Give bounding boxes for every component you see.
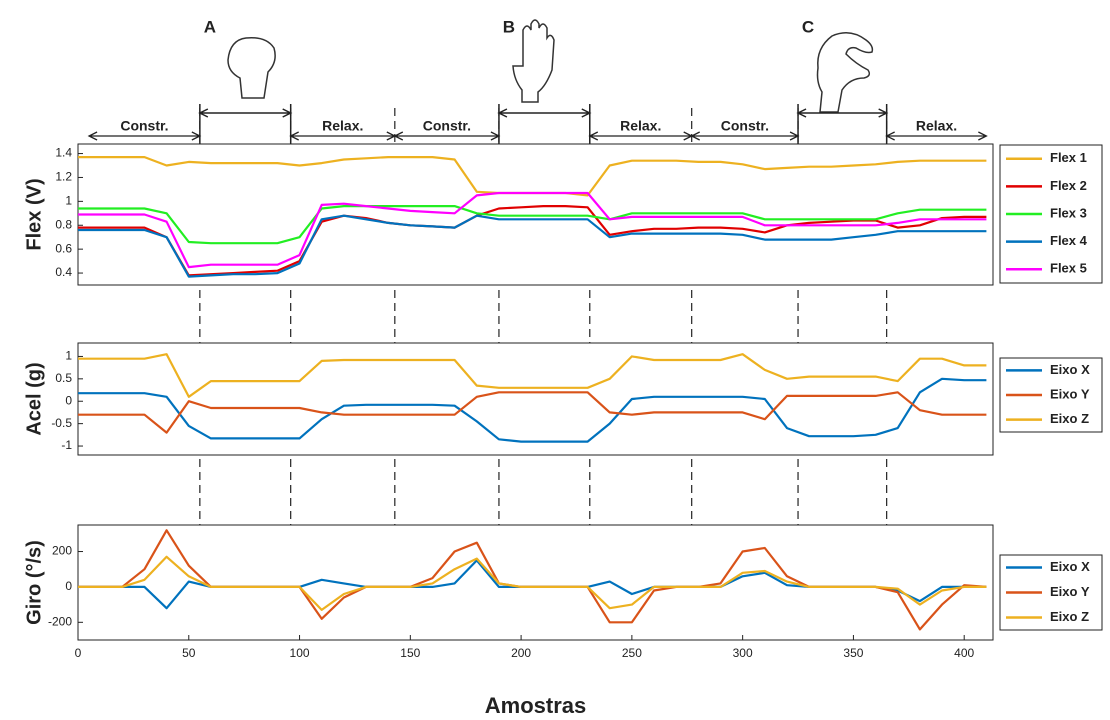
hand-icon	[228, 20, 872, 112]
legend-label: Eixo Y	[1050, 584, 1090, 599]
legend-label: Flex 5	[1050, 261, 1087, 276]
x-tick-label: 50	[182, 646, 196, 660]
gesture-arrow	[499, 104, 590, 146]
figure: Constr. Relax. Constr. Relax. Constr. Relax. A…	[0, 0, 1110, 720]
y-tick-label: 1	[65, 349, 72, 363]
y-tick-label: -1	[61, 438, 72, 452]
legend-label: Flex 2	[1050, 178, 1087, 193]
phase-label: Constr.	[120, 118, 168, 134]
y-tick-label: 200	[52, 544, 72, 558]
x-tick-label: 250	[622, 646, 642, 660]
legend-label: Eixo X	[1050, 362, 1090, 377]
y-tick-label: 1.4	[55, 146, 72, 160]
x-tick-label: 0	[75, 646, 82, 660]
y-tick-label: 0.5	[55, 371, 72, 385]
x-tick-label: 200	[511, 646, 531, 660]
y-tick-label: 1.2	[55, 170, 72, 184]
gesture-arrow	[200, 104, 291, 146]
y-tick-label: 1	[65, 194, 72, 208]
legend-label: Eixo Z	[1050, 609, 1089, 624]
y-tick-label: -200	[48, 614, 72, 628]
x-axis-label: Amostras	[485, 693, 586, 718]
phase-label: Relax.	[916, 118, 957, 134]
legend-label: Eixo Z	[1050, 411, 1089, 426]
phase-label: Constr.	[721, 118, 769, 134]
y-axis-label: Acel (g)	[23, 362, 45, 435]
y-tick-label: -0.5	[51, 416, 72, 430]
y-tick-label: 0	[65, 579, 72, 593]
phase-label: Relax.	[620, 118, 661, 134]
gesture-label: B	[503, 17, 515, 36]
x-tick-label: 100	[290, 646, 310, 660]
gesture-label: A	[204, 17, 216, 36]
y-axis-label: Giro (°/s)	[23, 540, 45, 625]
legend-label: Eixo X	[1050, 559, 1090, 574]
legend-label: Flex 1	[1050, 150, 1087, 165]
plot-frame	[78, 525, 993, 640]
y-tick-label: 0.6	[55, 241, 72, 255]
y-tick-label: 0	[65, 393, 72, 407]
gesture-label: C	[802, 17, 814, 36]
legend-label: Flex 4	[1050, 233, 1088, 248]
y-axis-label: Flex (V)	[23, 178, 45, 250]
x-tick-label: 400	[954, 646, 974, 660]
gesture-arrow	[798, 104, 887, 146]
phase-label: Relax.	[322, 118, 363, 134]
x-tick-label: 300	[733, 646, 753, 660]
legend-label: Eixo Y	[1050, 386, 1090, 401]
y-tick-label: 0.4	[55, 265, 72, 279]
phase-label: Constr.	[423, 118, 471, 134]
x-tick-label: 150	[400, 646, 420, 660]
legend-label: Flex 3	[1050, 205, 1087, 220]
x-tick-label: 350	[843, 646, 863, 660]
y-tick-label: 0.8	[55, 217, 72, 231]
